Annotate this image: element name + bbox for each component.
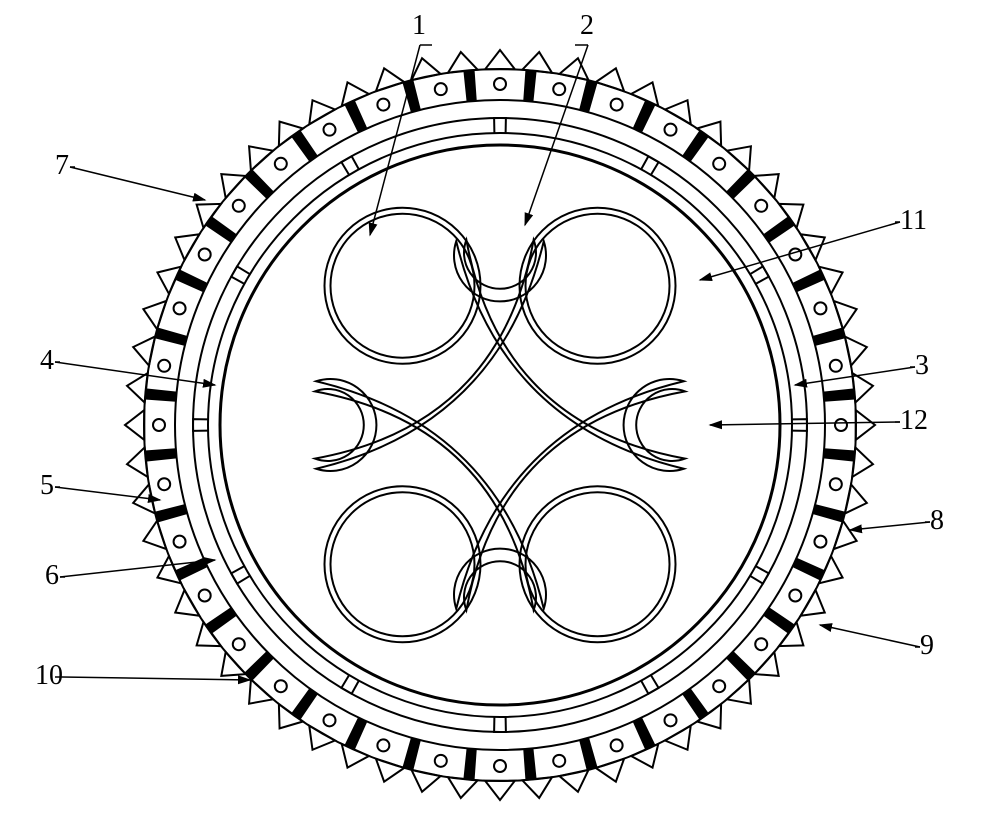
callout-label: 4 xyxy=(40,345,54,377)
clover-outer xyxy=(316,241,684,609)
callout-label: 6 xyxy=(45,560,59,592)
diagram-svg xyxy=(0,0,1000,823)
callout-label: 10 xyxy=(35,660,63,692)
callout-label: 3 xyxy=(915,350,929,382)
callout-label: 5 xyxy=(40,470,54,502)
teeth-ring xyxy=(125,50,875,800)
callout-label: 2 xyxy=(580,10,594,42)
inner-band-inner xyxy=(208,133,792,717)
diagram-stage: 121131289745610 xyxy=(0,0,1000,823)
main-disc xyxy=(220,145,780,705)
callout-label: 9 xyxy=(920,630,934,662)
callout-label: 1 xyxy=(412,10,426,42)
callout-label: 8 xyxy=(930,505,944,537)
callout-label: 12 xyxy=(900,405,928,437)
callout-label: 7 xyxy=(55,150,69,182)
callout-leaders xyxy=(55,45,930,680)
callout-label: 11 xyxy=(900,205,927,237)
clover-inner xyxy=(315,240,685,610)
